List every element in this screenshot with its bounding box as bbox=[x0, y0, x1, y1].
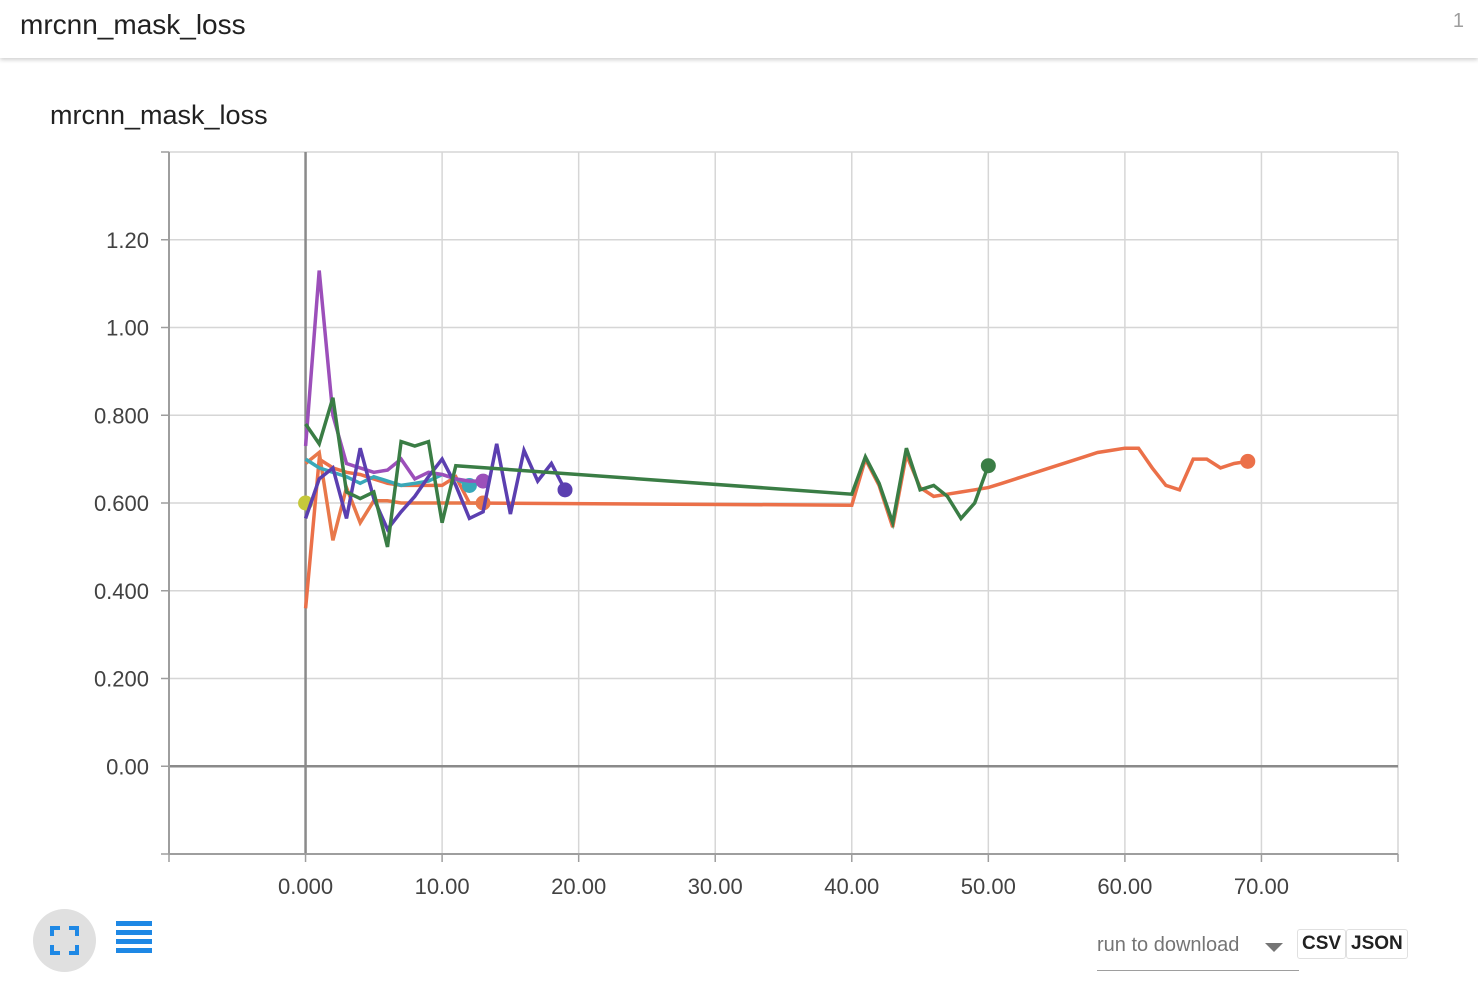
y-tick-label: 0.200 bbox=[94, 667, 149, 692]
line-chart[interactable]: 0.00 0.200 0.400 0.600 0.800 1.00 1.20 0.000 10.… bbox=[0, 0, 1478, 900]
x-tick-label: 20.00 bbox=[551, 874, 606, 899]
y-tick-label: 0.00 bbox=[106, 754, 149, 779]
series-end-point[interactable] bbox=[557, 482, 573, 498]
run-select-placeholder: run to download bbox=[1097, 934, 1240, 956]
fullscreen-icon bbox=[50, 926, 79, 955]
x-tick-label: 30.00 bbox=[688, 874, 743, 899]
list-icon bbox=[116, 921, 152, 953]
y-tick-label: 1.00 bbox=[106, 316, 149, 341]
toggle-data-button[interactable] bbox=[114, 919, 154, 955]
run-download-select[interactable]: run to download bbox=[1097, 928, 1299, 971]
card-header: mrcnn_mask_loss 1 bbox=[0, 0, 1478, 58]
tag-count: 1 bbox=[1452, 10, 1464, 32]
x-tick-label: 70.00 bbox=[1234, 874, 1289, 899]
dropdown-arrow-icon bbox=[1265, 943, 1283, 952]
chart-title: mrcnn_mask_loss bbox=[50, 100, 268, 130]
y-tick-label: 0.400 bbox=[94, 579, 149, 604]
series-line bbox=[303, 446, 1249, 609]
x-tick-label: 40.00 bbox=[824, 874, 879, 899]
csv-download-button[interactable]: CSV bbox=[1297, 929, 1347, 959]
x-tick-label: 60.00 bbox=[1097, 874, 1152, 899]
series-end-point[interactable] bbox=[1240, 453, 1256, 469]
x-tick-label: 50.00 bbox=[961, 874, 1016, 899]
x-tick-label: 0.000 bbox=[278, 874, 333, 899]
series-6 bbox=[304, 397, 996, 548]
y-tick-label: 1.20 bbox=[106, 228, 149, 253]
y-tick-label: 0.800 bbox=[94, 403, 149, 428]
series-end-point[interactable] bbox=[980, 458, 996, 474]
series-5 bbox=[303, 443, 573, 533]
series-line bbox=[303, 443, 567, 533]
json-download-button[interactable]: JSON bbox=[1346, 929, 1408, 959]
series-line bbox=[304, 397, 990, 548]
expand-button[interactable] bbox=[33, 909, 96, 972]
series-line bbox=[303, 270, 484, 483]
y-tick-label: 0.600 bbox=[94, 491, 149, 516]
x-tick-label: 10.00 bbox=[415, 874, 470, 899]
tick-labels: 0.00 0.200 0.400 0.600 0.800 1.00 1.20 0.000 10.… bbox=[94, 228, 1289, 899]
header-title: mrcnn_mask_loss bbox=[20, 9, 246, 40]
axes bbox=[161, 151, 1399, 862]
series-layer bbox=[298, 270, 1256, 609]
